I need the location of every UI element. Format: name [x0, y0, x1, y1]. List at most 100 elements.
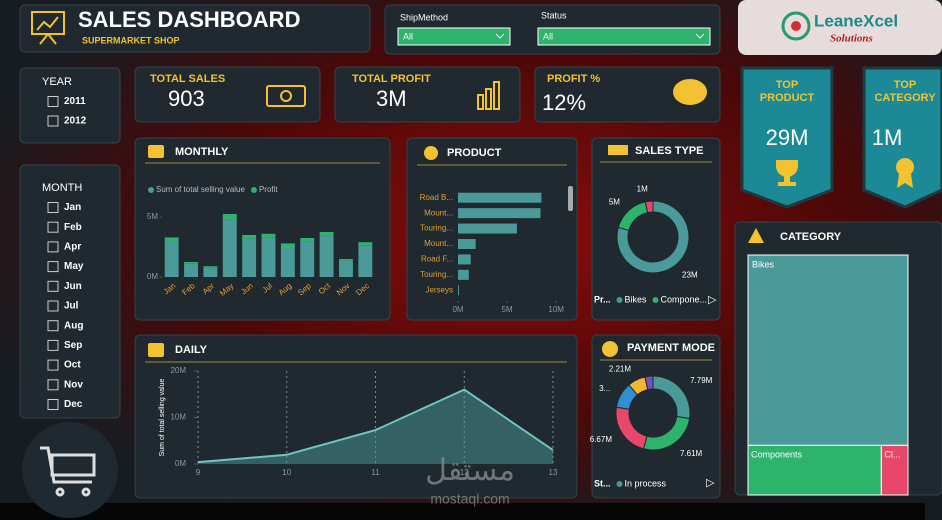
slicer-item[interactable]: Apr	[64, 242, 81, 253]
legend-label: Compone...	[661, 294, 708, 304]
dropdown-arrow	[495, 33, 505, 39]
bar	[458, 269, 469, 280]
legend-next[interactable]: ▷	[706, 477, 715, 489]
filter-label: Status	[541, 10, 567, 20]
chart-panel	[591, 334, 721, 499]
slicer-item[interactable]: Jul	[64, 301, 79, 312]
slicer-item[interactable]: Jun	[64, 281, 82, 292]
kpi-value: 903	[168, 86, 205, 111]
legend-label: Bikes	[625, 294, 648, 304]
checkbox[interactable]	[47, 261, 59, 273]
cart-icon	[40, 446, 96, 497]
checkbox[interactable]	[47, 241, 59, 253]
data-label: 7.79M	[690, 376, 713, 385]
watermark: mostaql.com	[430, 491, 509, 507]
bar	[300, 241, 315, 277]
chart-title: MONTHLY	[175, 146, 229, 158]
bar	[458, 254, 471, 265]
logo-name: LeaneXcel	[814, 11, 898, 30]
y-tick-label: 0M	[147, 272, 158, 281]
legend-swatch	[652, 297, 659, 303]
legend-next[interactable]: ▷	[708, 294, 717, 306]
data-label: 2.21M	[609, 364, 632, 373]
slicer-item[interactable]: Sep	[64, 340, 82, 351]
ribbon-value: 29M	[766, 125, 809, 150]
checkbox[interactable]	[47, 300, 59, 312]
checkbox[interactable]	[47, 399, 59, 410]
y-tick-label: 10M	[170, 413, 186, 422]
bar	[261, 237, 276, 277]
legend-swatch	[616, 297, 623, 303]
checkbox[interactable]	[47, 320, 59, 332]
title-rules	[145, 161, 712, 363]
logo-icon	[791, 21, 801, 31]
x-tick-label: 12	[460, 468, 469, 477]
bar	[280, 247, 295, 277]
kpi-label: PROFIT %	[547, 73, 600, 85]
slicer-panel	[19, 164, 121, 419]
checkbox[interactable]	[47, 221, 59, 233]
bar	[222, 219, 237, 277]
scrollbar[interactable]	[568, 186, 573, 211]
y-tick-label: Touring...	[420, 224, 453, 233]
line	[197, 388, 554, 464]
dropdown[interactable]	[397, 27, 511, 46]
donut-segment	[644, 200, 654, 214]
y-tick-label: Mount...	[424, 239, 453, 248]
legend-title: Pr...	[594, 294, 611, 304]
slicer-title: MONTH	[42, 182, 82, 194]
slicer-item[interactable]: Feb	[64, 222, 82, 233]
bar	[184, 262, 199, 264]
checkbox[interactable]	[47, 339, 59, 351]
watermark: مستقل	[425, 454, 515, 487]
bar	[222, 214, 237, 220]
checkbox[interactable]	[47, 202, 59, 213]
checkbox[interactable]	[47, 280, 59, 292]
ribbon	[740, 66, 834, 209]
bar	[164, 241, 179, 277]
slicer-item[interactable]: Dec	[64, 399, 83, 410]
bar	[458, 208, 541, 219]
slicer-item[interactable]: 2012	[64, 116, 87, 127]
slicer-item[interactable]: 2011	[64, 96, 86, 107]
bar	[458, 239, 476, 249]
bar	[203, 267, 218, 277]
legend-swatch	[250, 187, 257, 193]
bar	[319, 235, 334, 277]
dropdown-value[interactable]: All	[543, 31, 553, 41]
data-label: 3...	[599, 384, 610, 393]
chart-title: DAILY	[175, 344, 208, 356]
ribbon	[862, 66, 942, 209]
checkbox[interactable]	[47, 379, 59, 391]
dropdown-value[interactable]: All	[403, 31, 413, 41]
logo-icon	[781, 11, 811, 41]
legend-swatch	[616, 481, 623, 487]
checkbox[interactable]	[47, 115, 59, 127]
ribbon-label: TOP	[776, 79, 798, 91]
dropdown[interactable]	[537, 27, 711, 46]
legend-label: Sum of total selling value	[156, 185, 245, 194]
kpi-icons	[266, 79, 707, 110]
data-label: 5M	[609, 197, 620, 206]
ribbon-label: PRODUCT	[760, 92, 815, 104]
slicer-item[interactable]: Nov	[64, 379, 83, 390]
checkbox[interactable]	[47, 359, 59, 371]
chart-panel	[591, 137, 721, 321]
slicer-item[interactable]: Aug	[64, 320, 83, 331]
x-tick-label: 0M	[452, 305, 463, 314]
slicer-item[interactable]: Oct	[64, 360, 81, 371]
slicer-item[interactable]: May	[64, 261, 84, 272]
legend-swatch	[148, 187, 154, 193]
data-label: 6.67M	[590, 435, 613, 444]
slicer-item[interactable]: Jan	[64, 202, 81, 213]
x-tick-label: 13	[549, 468, 558, 477]
treemap-tile	[880, 444, 909, 496]
y-tick-label: Mount...	[424, 208, 453, 217]
kpi-card	[534, 66, 721, 123]
ribbon-label: CATEGORY	[874, 92, 936, 104]
checkbox[interactable]	[47, 96, 59, 107]
area	[198, 389, 553, 464]
header-panel	[19, 4, 371, 53]
title-icons	[148, 145, 764, 357]
